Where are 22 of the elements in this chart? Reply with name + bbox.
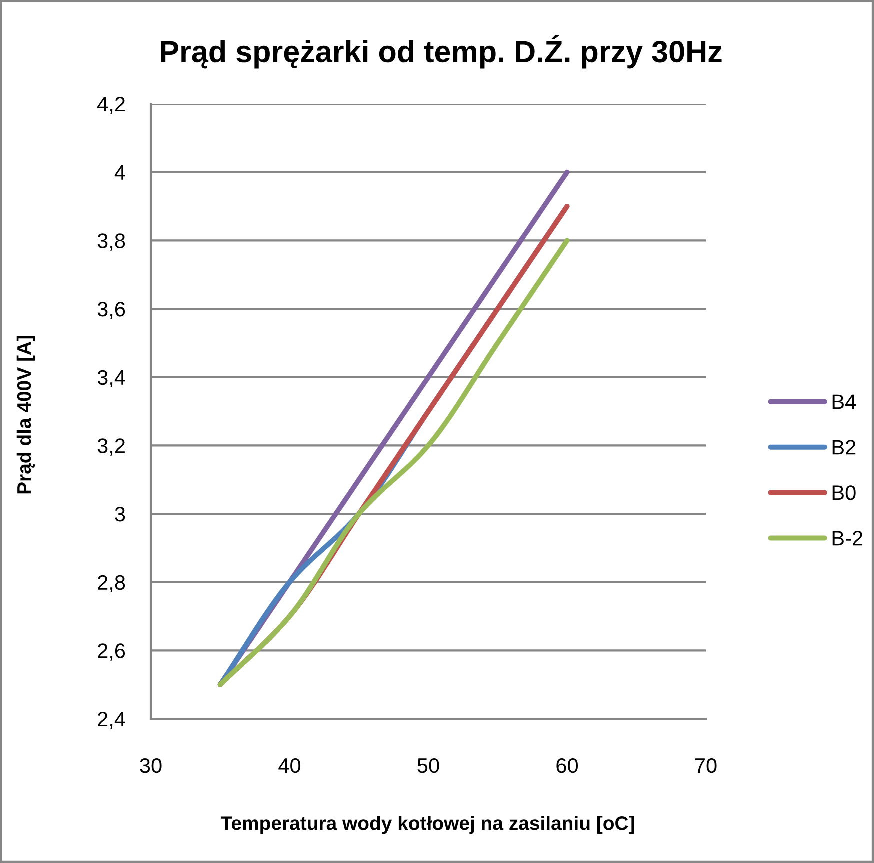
y-tick-label: 4 bbox=[114, 166, 126, 180]
x-tick-label: 60 bbox=[556, 758, 578, 774]
y-tick-label: 3 bbox=[115, 507, 126, 522]
y-tick-label: 2,4 bbox=[98, 712, 126, 730]
y-tick-label: 2,6 bbox=[98, 644, 126, 661]
x-tick-label: 40 bbox=[278, 758, 301, 774]
y-tick-label: 2,8 bbox=[98, 575, 126, 593]
chart-title: Prąd sprężarki od temp. D.Ź. przy 30Hz bbox=[161, 35, 722, 69]
y-tick-label: 3,6 bbox=[98, 302, 126, 320]
x-tick-label: 50 bbox=[418, 758, 440, 774]
legend-label: B-2 bbox=[832, 531, 863, 546]
y-axis-title: Prąd dla 400V [A] bbox=[16, 336, 35, 494]
y-tick-label: 3,8 bbox=[98, 234, 126, 251]
y-tick-label: 3,2 bbox=[98, 438, 125, 456]
y-tick-label: 4,2 bbox=[98, 97, 125, 114]
legend-label: B4 bbox=[832, 394, 856, 410]
legend-label: B0 bbox=[832, 486, 856, 500]
x-tick-label: 30 bbox=[140, 758, 162, 774]
x-tick-label: 70 bbox=[695, 758, 717, 774]
x-axis-title: Temperatura wody kotłowej na zasilaniu [oC] bbox=[220, 816, 634, 834]
legend-label: B2 bbox=[832, 440, 856, 455]
y-tick-label: 3,4 bbox=[98, 370, 126, 388]
